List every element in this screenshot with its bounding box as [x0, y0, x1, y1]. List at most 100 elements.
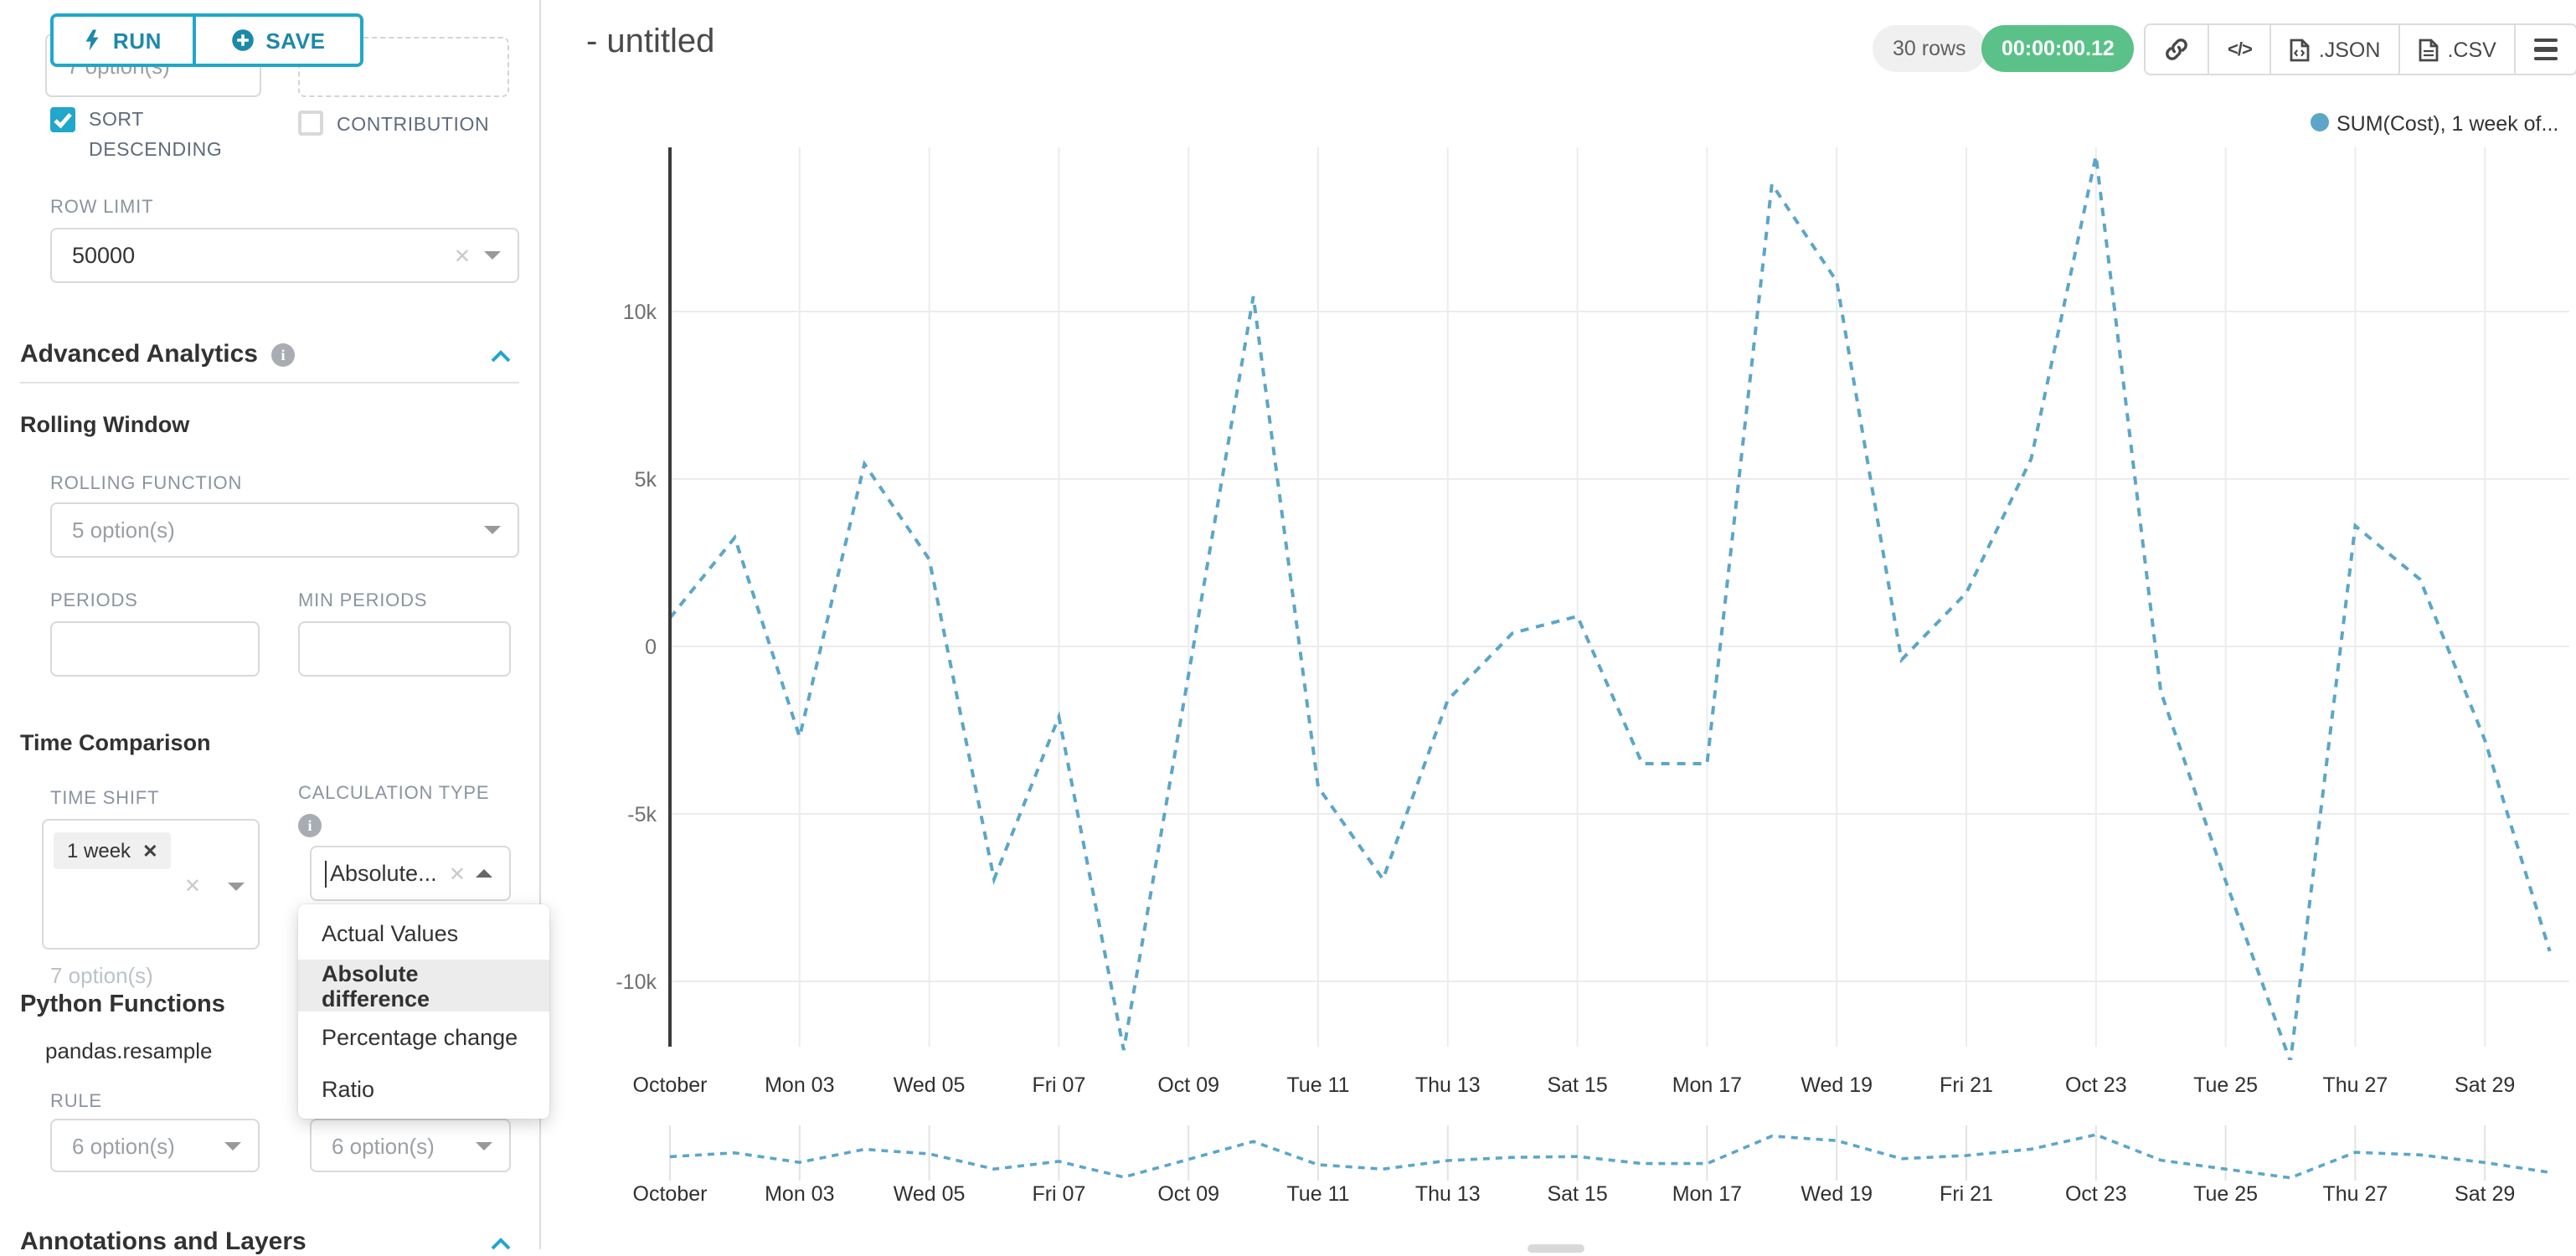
periods-label: PERIODS — [50, 591, 138, 611]
chevron-down-icon — [228, 883, 245, 891]
mini-x-axis-tick-label: Tue 11 — [1286, 1182, 1349, 1206]
time-shift-tag: 1 week ✕ — [54, 832, 172, 869]
collapse-chevron-up-icon[interactable] — [489, 1236, 513, 1253]
more-options-button[interactable] — [2517, 25, 2576, 74]
rule-label: RULE — [50, 1092, 102, 1112]
text-cursor — [325, 860, 327, 887]
x-axis-tick-label: Sat 29 — [2455, 1073, 2515, 1097]
time-shift-select[interactable]: 1 week ✕ ✕ — [42, 819, 260, 950]
plus-circle-icon — [231, 29, 254, 51]
dropdown-option[interactable]: Percentage change — [322, 1025, 518, 1050]
dropdown-option[interactable]: Ratio — [322, 1077, 375, 1102]
time-shift-hint: 7 option(s) — [50, 963, 153, 988]
section-divider — [20, 382, 519, 383]
chevron-down-icon — [484, 251, 501, 260]
calculation-type-dropdown: Actual Values Absolute difference Percenta… — [298, 904, 549, 1119]
horizontal-scrollbar-thumb[interactable] — [1528, 1244, 1584, 1253]
advanced-analytics-title: Advanced Analytics — [20, 340, 258, 368]
run-button[interactable]: RUN — [54, 17, 196, 64]
control-panel-sidebar: 7 option(s) RUN SAVE SORT DESCENDING CON… — [0, 0, 549, 1256]
sort-descending-checkbox[interactable] — [50, 107, 75, 132]
annotations-header[interactable]: Annotations and Layers — [20, 1228, 307, 1256]
row-limit-value: 50000 — [72, 243, 136, 268]
chevron-down-icon — [224, 1141, 241, 1150]
contribution-checkbox-row[interactable]: CONTRIBUTION — [298, 111, 489, 142]
mini-x-axis-tick-label: October — [633, 1182, 708, 1206]
x-axis-tick-label: Mon 03 — [765, 1073, 834, 1097]
y-axis-tick-label: 0 — [645, 636, 657, 659]
time-shift-label: TIME SHIFT — [50, 789, 160, 809]
mini-x-axis-tick-label: Wed 05 — [894, 1182, 966, 1206]
x-axis-tick-label: October — [633, 1073, 708, 1097]
save-button-label: SAVE — [265, 28, 326, 53]
x-axis-tick-label: Mon 17 — [1672, 1073, 1742, 1097]
y-axis-tick-label: 10k — [623, 301, 657, 324]
dropdown-option[interactable]: Actual Values — [322, 921, 459, 946]
legend-label[interactable]: SUM(Cost), 1 week of... — [2336, 112, 2558, 136]
info-icon: i — [271, 342, 295, 366]
mini-x-axis-tick-label: Sat 29 — [2455, 1182, 2515, 1206]
method-placeholder: 6 option(s) — [332, 1133, 435, 1158]
time-comparison-title: Time Comparison — [20, 730, 211, 755]
lightning-icon — [86, 29, 100, 51]
csv-file-icon — [2419, 38, 2439, 61]
sort-descending-checkbox-row[interactable]: SORT DESCENDING — [50, 106, 251, 167]
dropdown-option[interactable]: Absolute difference — [298, 960, 549, 1011]
mini-preview-line[interactable] — [669, 1133, 2550, 1180]
mini-x-axis-tick-label: Sat 15 — [1547, 1182, 1607, 1206]
contribution-checkbox[interactable] — [298, 111, 323, 136]
row-limit-label: ROW LIMIT — [50, 198, 154, 218]
mini-x-axis-tick-label: Mon 03 — [765, 1182, 834, 1206]
rolling-window-title: Rolling Window — [20, 412, 190, 437]
code-icon: </> — [2228, 39, 2253, 59]
min-periods-input[interactable] — [298, 621, 511, 677]
save-button[interactable]: SAVE — [196, 17, 360, 64]
row-limit-select[interactable]: 50000 ✕ — [50, 228, 519, 283]
empty-metric-dropzone[interactable] — [298, 37, 509, 97]
contribution-label: CONTRIBUTION — [337, 116, 490, 136]
clear-icon[interactable]: ✕ — [448, 862, 466, 885]
chart-panel: - untitled 30 rows 00:00:00.12 </> .JSON… — [539, 0, 2576, 1253]
calculation-type-select[interactable]: Absolute... ✕ — [310, 846, 511, 901]
x-axis-tick-label: Tue 11 — [1286, 1073, 1349, 1097]
x-axis-tick-label: Fri 21 — [1940, 1073, 1993, 1097]
collapse-chevron-up-icon[interactable] — [489, 348, 513, 365]
rolling-function-select[interactable]: 5 option(s) — [50, 502, 519, 558]
advanced-analytics-header[interactable]: Advanced Analytics i — [20, 340, 295, 368]
annotations-title: Annotations and Layers — [20, 1228, 307, 1256]
method-select[interactable]: 6 option(s) — [310, 1119, 511, 1172]
export-csv-button[interactable]: .CSV — [2400, 25, 2517, 74]
export-json-label: .JSON — [2318, 38, 2381, 61]
query-timer-badge: 00:00:00.12 — [1981, 25, 2135, 72]
rolling-function-placeholder: 5 option(s) — [72, 517, 175, 543]
check-icon — [54, 113, 72, 129]
x-axis-tick-label: Oct 09 — [1157, 1073, 1219, 1097]
mini-x-axis-tick-label: Thu 13 — [1415, 1182, 1481, 1206]
x-axis-tick-label: Wed 05 — [894, 1073, 966, 1097]
mini-x-axis-tick-label: Fri 07 — [1032, 1182, 1085, 1206]
copy-link-button[interactable] — [2146, 25, 2209, 74]
legend-marker[interactable] — [2311, 113, 2329, 131]
sort-descending-label: SORT DESCENDING — [89, 111, 223, 162]
x-axis-tick-label: Tue 25 — [2193, 1073, 2258, 1097]
periods-input[interactable] — [50, 621, 260, 677]
chevron-up-icon — [476, 869, 492, 878]
series-line-sum-cost — [672, 155, 2552, 1060]
python-functions-title: Python Functions — [20, 991, 225, 1018]
clear-icon[interactable]: ✕ — [453, 244, 471, 267]
remove-tag-icon[interactable]: ✕ — [142, 842, 158, 862]
calculation-type-label: CALCULATION TYPE — [298, 784, 490, 804]
x-axis-tick-label: Fri 07 — [1032, 1073, 1085, 1097]
rule-select[interactable]: 6 option(s) — [50, 1119, 260, 1172]
mini-x-axis-tick-label: Oct 23 — [2065, 1182, 2127, 1206]
calculation-type-value: Absolute... — [330, 861, 437, 886]
row-count-badge: 30 rows — [1873, 25, 1986, 72]
export-json-button[interactable]: .JSON — [2272, 25, 2401, 74]
run-save-button-group: RUN SAVE — [50, 13, 363, 67]
clear-icon[interactable]: ✕ — [183, 874, 201, 898]
python-function-name: pandas.resample — [45, 1038, 213, 1063]
view-query-button[interactable]: </> — [2209, 25, 2272, 74]
json-file-icon — [2290, 38, 2311, 61]
rule-placeholder: 6 option(s) — [72, 1133, 175, 1158]
